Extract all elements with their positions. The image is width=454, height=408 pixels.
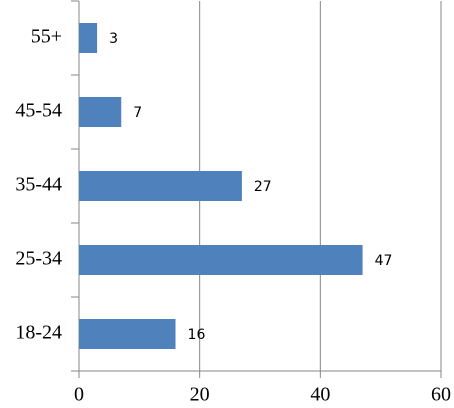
value-label: 16 bbox=[188, 327, 206, 343]
value-label: 3 bbox=[109, 31, 118, 47]
bar bbox=[79, 245, 363, 275]
value-label: 47 bbox=[375, 253, 393, 269]
y-tick-label: 55+ bbox=[31, 26, 62, 48]
value-label: 7 bbox=[133, 105, 142, 121]
x-tick-label: 20 bbox=[190, 384, 210, 406]
bar bbox=[79, 23, 98, 53]
x-tick-label: 40 bbox=[310, 384, 330, 406]
bar bbox=[79, 97, 122, 127]
bar bbox=[79, 171, 242, 201]
y-tick-label: 25-34 bbox=[15, 248, 62, 270]
y-tick-label: 35-44 bbox=[15, 174, 62, 196]
bar bbox=[79, 319, 176, 349]
x-tick-label: 0 bbox=[74, 384, 84, 406]
x-tick-label: 60 bbox=[431, 384, 451, 406]
value-label: 27 bbox=[254, 179, 272, 195]
y-tick-label: 45-54 bbox=[15, 100, 62, 122]
y-tick-label: 18-24 bbox=[15, 322, 62, 344]
